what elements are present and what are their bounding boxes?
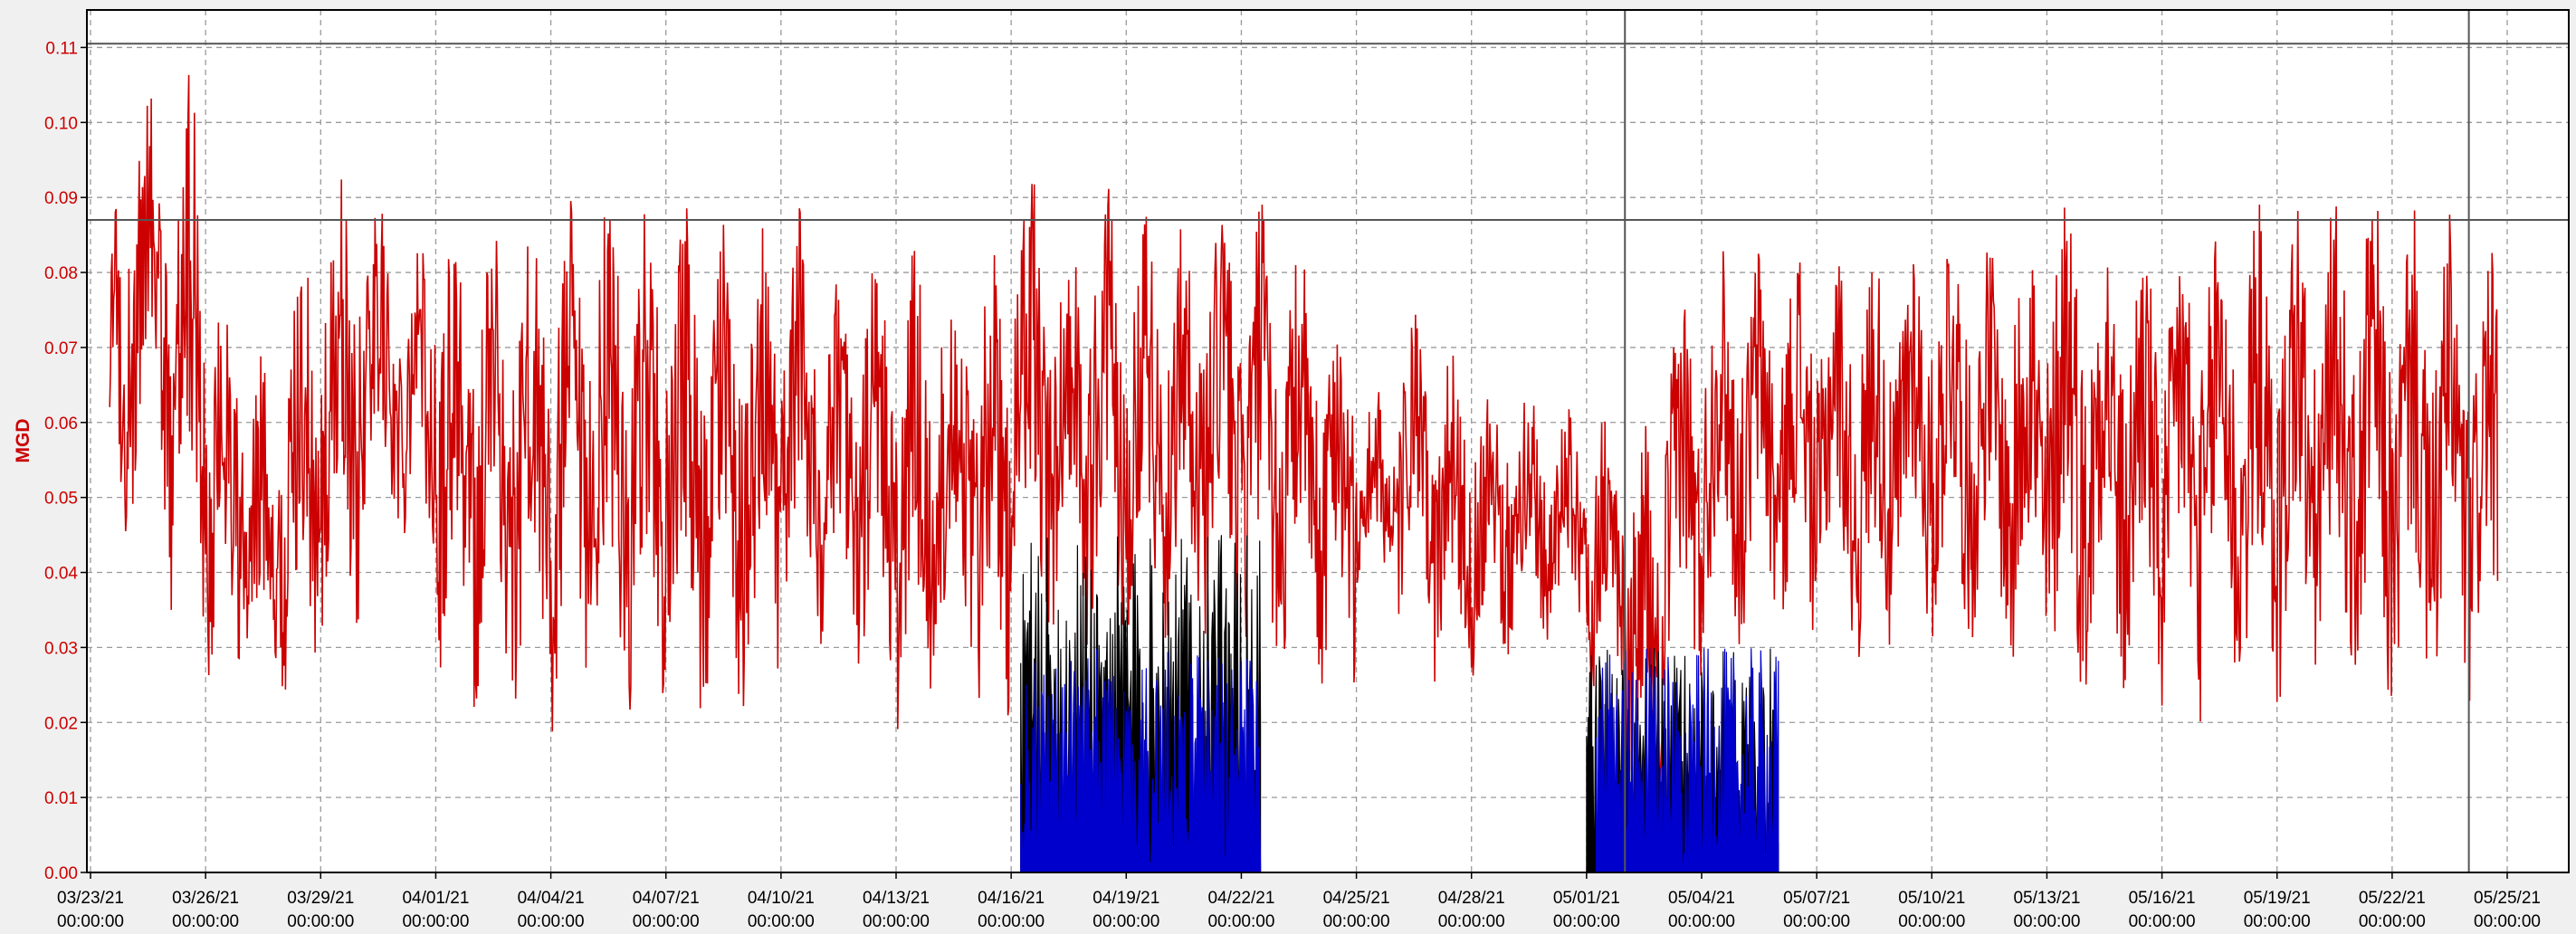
x-tick-date: 04/25/21 (1323, 889, 1390, 908)
x-tick-time: 00:00:00 (633, 912, 700, 931)
y-axis-ticks: 0.00 0.01 0.02 0.03 0.04 0.05 0.06 0.07 0.08 0.09… (44, 39, 87, 883)
x-tick-time: 00:00:00 (518, 912, 585, 931)
x-tick-date: 05/10/21 (1898, 889, 1965, 908)
y-tick-label: 0.00 (44, 864, 78, 883)
y-tick-label: 0.11 (45, 39, 78, 58)
series-blue-area (1020, 649, 1262, 873)
x-tick-time: 00:00:00 (1553, 912, 1620, 931)
plot-frame (86, 9, 2570, 873)
x-tick-date: 04/28/21 (1438, 889, 1505, 908)
x-tick-time: 00:00:00 (1207, 912, 1274, 931)
x-tick-time: 00:00:00 (863, 912, 930, 931)
x-tick-date: 04/19/21 (1092, 889, 1159, 908)
y-tick-label: 0.07 (44, 339, 78, 358)
x-tick-date: 03/23/21 (57, 889, 124, 908)
x-tick-time: 00:00:00 (57, 912, 124, 931)
x-tick-date: 04/01/21 (402, 889, 469, 908)
x-tick-time: 00:00:00 (2359, 912, 2426, 931)
y-tick-label: 0.06 (44, 415, 78, 434)
x-tick-date: 05/19/21 (2244, 889, 2311, 908)
y-tick-label: 0.08 (44, 264, 78, 283)
x-tick-date: 05/01/21 (1553, 889, 1620, 908)
x-tick-time: 00:00:00 (978, 912, 1045, 931)
x-tick-time: 00:00:00 (402, 912, 469, 931)
y-tick-label: 0.01 (44, 789, 78, 808)
x-tick-date: 04/04/21 (518, 889, 585, 908)
x-tick-time: 00:00:00 (2013, 912, 2080, 931)
x-tick-date: 03/26/21 (172, 889, 239, 908)
x-tick-time: 00:00:00 (2244, 912, 2311, 931)
x-tick-date: 05/22/21 (2359, 889, 2426, 908)
x-tick-date: 05/16/21 (2129, 889, 2196, 908)
x-tick-time: 00:00:00 (1668, 912, 1735, 931)
x-tick-time: 00:00:00 (1323, 912, 1390, 931)
y-tick-label: 0.02 (44, 714, 78, 733)
x-tick-date: 03/29/21 (287, 889, 354, 908)
x-tick-time: 00:00:00 (1898, 912, 1965, 931)
series-layer (109, 74, 2499, 873)
reference-lines (87, 10, 2569, 872)
x-tick-time: 00:00:00 (287, 912, 354, 931)
y-tick-label: 0.04 (44, 565, 78, 584)
x-tick-date: 05/13/21 (2013, 889, 2080, 908)
x-tick-time: 00:00:00 (1092, 912, 1159, 931)
series-blue-area (1595, 648, 1779, 873)
x-tick-date: 05/04/21 (1668, 889, 1735, 908)
x-tick-date: 05/07/21 (1783, 889, 1850, 908)
x-tick-date: 05/25/21 (2474, 889, 2541, 908)
y-tick-label: 0.03 (44, 639, 78, 658)
x-tick-time: 00:00:00 (2129, 912, 2196, 931)
x-tick-time: 00:00:00 (1783, 912, 1850, 931)
x-tick-date: 04/22/21 (1207, 889, 1274, 908)
x-tick-date: 04/13/21 (863, 889, 930, 908)
x-tick-time: 00:00:00 (172, 912, 239, 931)
y-axis-label: MGD (13, 419, 33, 463)
x-tick-date: 04/07/21 (633, 889, 700, 908)
x-tick-time: 00:00:00 (2474, 912, 2541, 931)
series-red-line (109, 74, 2499, 870)
y-tick-label: 0.10 (44, 114, 78, 133)
x-tick-time: 00:00:00 (748, 912, 815, 931)
y-tick-label: 0.05 (44, 490, 78, 509)
x-tick-date: 04/16/21 (978, 889, 1045, 908)
y-tick-label: 0.09 (44, 189, 78, 208)
x-axis-ticks: 03/23/21 00:00:00 03/26/21 00:00:00 03/29/21… (57, 872, 2541, 931)
x-tick-time: 00:00:00 (1438, 912, 1505, 931)
x-tick-date: 04/10/21 (748, 889, 815, 908)
